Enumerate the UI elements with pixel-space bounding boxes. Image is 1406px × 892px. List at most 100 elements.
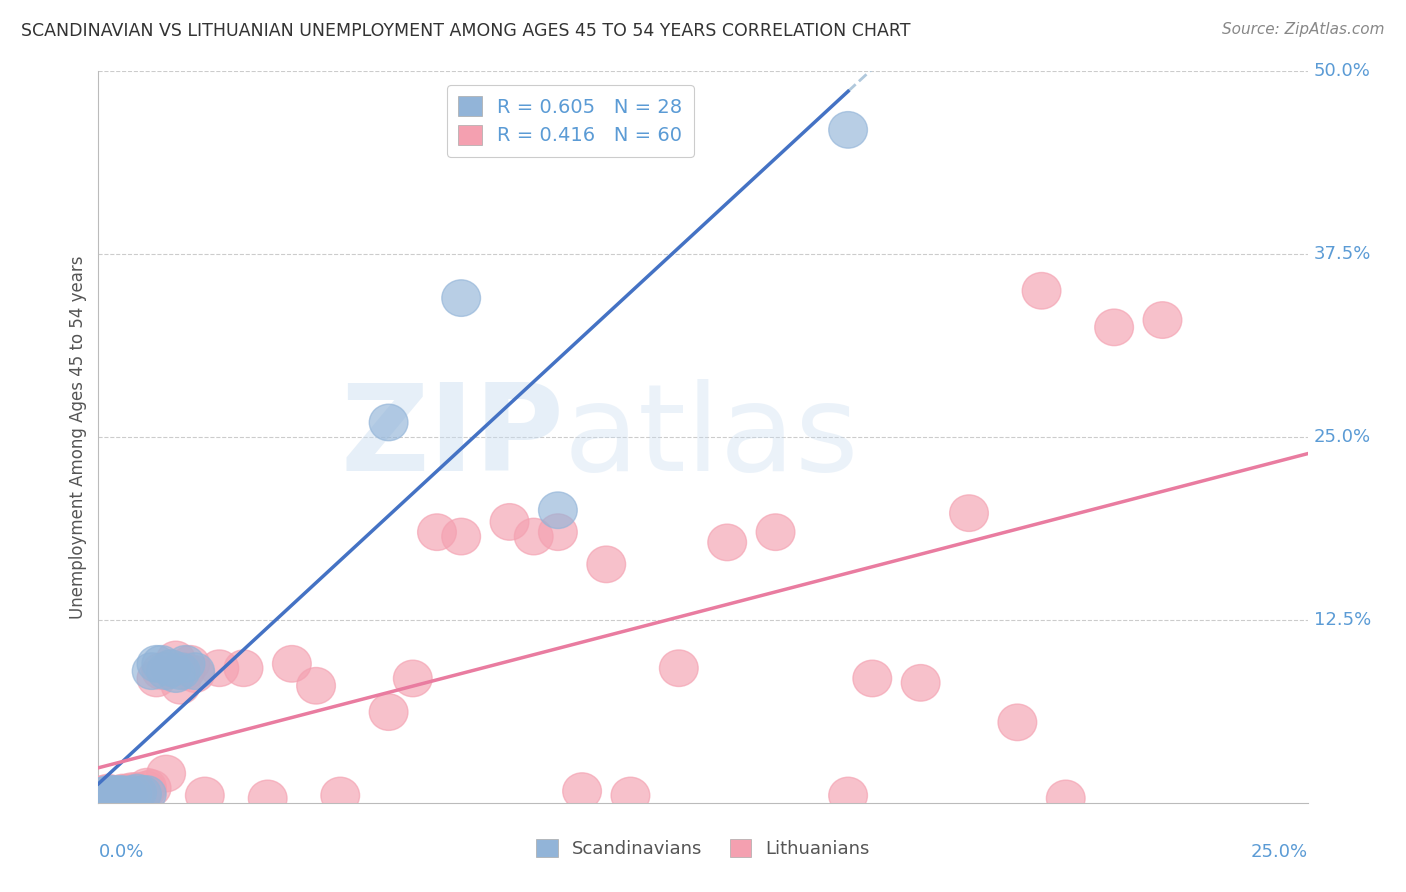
Ellipse shape [103,777,142,814]
Text: 37.5%: 37.5% [1313,245,1371,263]
Ellipse shape [176,653,215,690]
Ellipse shape [273,646,311,682]
Ellipse shape [103,776,142,813]
Ellipse shape [98,779,138,815]
Ellipse shape [98,776,138,813]
Ellipse shape [112,776,152,813]
Ellipse shape [162,667,200,704]
Ellipse shape [89,774,128,811]
Ellipse shape [152,650,190,687]
Ellipse shape [138,660,176,697]
Ellipse shape [853,660,891,697]
Text: 12.5%: 12.5% [1313,611,1371,629]
Text: 25.0%: 25.0% [1313,428,1371,446]
Ellipse shape [108,774,146,811]
Ellipse shape [89,779,128,815]
Ellipse shape [515,518,553,555]
Ellipse shape [128,768,166,805]
Ellipse shape [146,653,186,690]
Text: ZIP: ZIP [340,378,564,496]
Ellipse shape [98,779,138,815]
Ellipse shape [224,650,263,687]
Text: SCANDINAVIAN VS LITHUANIAN UNEMPLOYMENT AMONG AGES 45 TO 54 YEARS CORRELATION CH: SCANDINAVIAN VS LITHUANIAN UNEMPLOYMENT … [21,22,911,40]
Ellipse shape [394,660,432,697]
Ellipse shape [112,776,152,813]
Ellipse shape [166,646,205,682]
Ellipse shape [103,777,142,814]
Ellipse shape [659,650,699,687]
Ellipse shape [562,772,602,809]
Ellipse shape [103,774,142,811]
Ellipse shape [901,665,941,701]
Ellipse shape [84,777,122,814]
Ellipse shape [152,650,190,687]
Ellipse shape [118,772,156,809]
Ellipse shape [162,653,200,690]
Ellipse shape [756,514,794,550]
Ellipse shape [1095,310,1133,346]
Ellipse shape [418,514,457,550]
Ellipse shape [156,656,195,692]
Text: atlas: atlas [564,378,859,496]
Ellipse shape [586,546,626,582]
Ellipse shape [108,777,146,814]
Ellipse shape [112,772,152,809]
Text: 50.0%: 50.0% [1313,62,1371,80]
Ellipse shape [172,646,209,682]
Ellipse shape [132,653,172,690]
Ellipse shape [108,777,146,814]
Ellipse shape [1143,301,1182,338]
Ellipse shape [94,779,132,815]
Ellipse shape [142,646,180,682]
Ellipse shape [707,524,747,561]
Ellipse shape [176,656,215,692]
Ellipse shape [370,694,408,731]
Ellipse shape [84,781,122,818]
Ellipse shape [118,776,156,813]
Ellipse shape [146,756,186,792]
Ellipse shape [122,774,162,811]
Ellipse shape [370,404,408,441]
Ellipse shape [949,495,988,532]
Ellipse shape [89,776,128,813]
Text: 25.0%: 25.0% [1250,843,1308,861]
Ellipse shape [128,772,166,808]
Ellipse shape [828,112,868,148]
Y-axis label: Unemployment Among Ages 45 to 54 years: Unemployment Among Ages 45 to 54 years [69,255,87,619]
Ellipse shape [538,514,578,550]
Ellipse shape [538,492,578,528]
Ellipse shape [321,777,360,814]
Ellipse shape [98,776,138,813]
Ellipse shape [89,777,128,814]
Ellipse shape [1022,273,1062,310]
Ellipse shape [94,779,132,815]
Ellipse shape [132,770,172,806]
Ellipse shape [142,653,180,690]
Ellipse shape [84,780,122,817]
Ellipse shape [491,504,529,541]
Ellipse shape [441,518,481,555]
Ellipse shape [89,780,128,817]
Ellipse shape [156,641,195,678]
Ellipse shape [138,646,176,682]
Ellipse shape [118,774,156,811]
Ellipse shape [1046,780,1085,817]
Ellipse shape [200,650,239,687]
Ellipse shape [94,776,132,813]
Ellipse shape [249,780,287,817]
Ellipse shape [128,776,166,813]
Ellipse shape [166,653,205,690]
Ellipse shape [84,779,122,815]
Ellipse shape [186,777,224,814]
Text: Source: ZipAtlas.com: Source: ZipAtlas.com [1222,22,1385,37]
Ellipse shape [297,667,336,704]
Ellipse shape [998,704,1036,740]
Ellipse shape [612,777,650,814]
Ellipse shape [84,776,122,813]
Legend: Scandinavians, Lithuanians: Scandinavians, Lithuanians [527,830,879,867]
Ellipse shape [441,280,481,317]
Ellipse shape [828,777,868,814]
Text: 0.0%: 0.0% [98,843,143,861]
Ellipse shape [122,776,162,813]
Ellipse shape [94,776,132,813]
